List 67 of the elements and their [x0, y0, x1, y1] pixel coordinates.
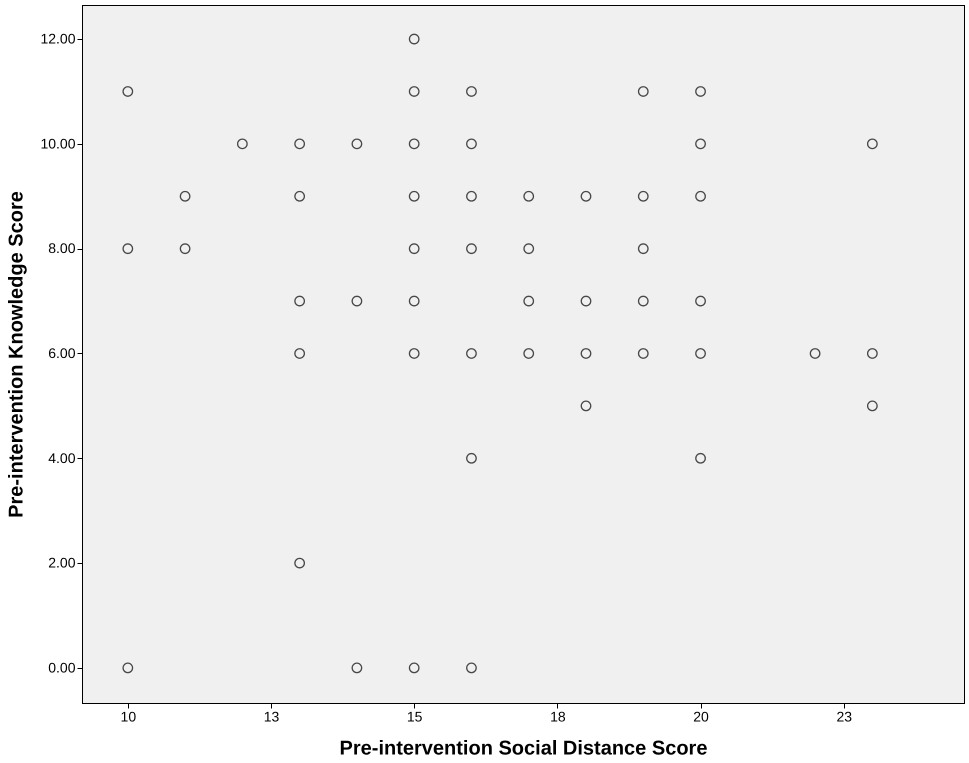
point: [580, 400, 592, 412]
point: [695, 190, 706, 202]
y-tick-label: 4.00: [48, 450, 76, 466]
point: [122, 243, 134, 254]
y-tick-label: 12.00: [40, 30, 76, 47]
point: [122, 86, 134, 97]
point: [638, 190, 649, 202]
point: [180, 243, 190, 254]
point: [408, 138, 420, 150]
x-tick-label: 18: [550, 708, 566, 724]
point: [866, 400, 878, 412]
point: [294, 138, 306, 150]
point: [466, 138, 477, 150]
x-axis-title: Pre-intervention Social Distance Score: [340, 738, 708, 760]
x-tick-label: 13: [264, 708, 280, 724]
point: [122, 662, 134, 674]
point: [695, 296, 706, 306]
point: [580, 296, 592, 306]
point: [294, 190, 306, 202]
point: [638, 86, 649, 97]
point: [466, 662, 477, 674]
point: [408, 348, 420, 359]
y-tick-label: 10.00: [40, 135, 76, 152]
point: [695, 138, 706, 150]
y-tick-label: 6.00: [48, 344, 76, 361]
point: [294, 348, 306, 359]
y-axis-title: Pre-intervention Knowledge Score: [5, 191, 28, 518]
point: [180, 190, 190, 202]
point: [638, 348, 649, 359]
point: [294, 558, 306, 568]
x-tick-label: 23: [836, 708, 852, 724]
point: [695, 452, 706, 464]
x-tick-label: 20: [693, 708, 710, 724]
point: [580, 348, 592, 359]
point: [580, 190, 592, 202]
point: [638, 296, 649, 306]
point: [523, 348, 534, 359]
x-tick-label: 15: [406, 708, 423, 724]
point: [466, 243, 477, 254]
point: [408, 296, 420, 306]
point: [408, 86, 420, 97]
point: [695, 86, 706, 97]
point: [352, 138, 362, 150]
y-tick-label: 0.00: [48, 659, 76, 676]
point: [408, 662, 420, 674]
point: [523, 243, 534, 254]
point: [866, 348, 878, 359]
point: [466, 452, 477, 464]
point: [523, 296, 534, 306]
point: [466, 348, 477, 359]
point: [408, 34, 420, 44]
y-tick-label: 8.00: [48, 240, 76, 256]
point: [408, 190, 420, 202]
point: [236, 138, 248, 150]
x-tick-label: 10: [120, 708, 136, 724]
y-tick-label: 2.00: [48, 554, 76, 571]
point: [408, 243, 420, 254]
point: [523, 190, 534, 202]
point: [294, 296, 306, 306]
point: [866, 138, 878, 150]
point: [352, 662, 362, 674]
point: [695, 348, 706, 359]
point: [466, 86, 477, 97]
point: [810, 348, 820, 359]
point: [638, 243, 649, 254]
point: [466, 190, 477, 202]
point: [352, 296, 362, 306]
